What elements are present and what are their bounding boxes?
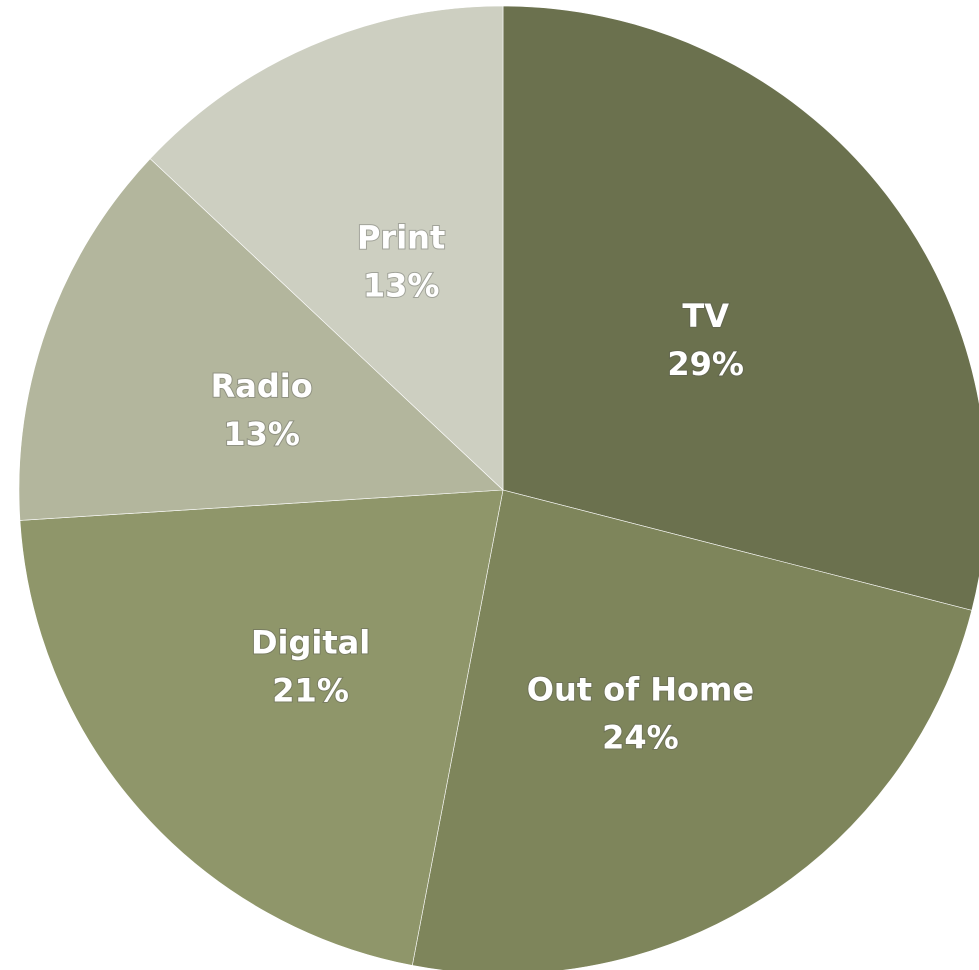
slice-value-digital: 21% bbox=[272, 672, 349, 710]
slice-label-out-of-home: Out of Home bbox=[527, 671, 754, 709]
slice-label-tv: TV bbox=[682, 297, 729, 335]
slice-label-radio: Radio bbox=[211, 367, 313, 405]
slice-value-tv: 29% bbox=[667, 345, 744, 383]
slice-value-print: 13% bbox=[363, 267, 440, 305]
pie-slice-tv bbox=[502, 5, 979, 611]
pie-slice-radio bbox=[18, 158, 504, 521]
slice-label-digital: Digital bbox=[251, 624, 370, 662]
slice-value-out-of-home: 24% bbox=[602, 719, 679, 757]
pie-labels: TV 29% Out of Home 24% Digital 21% Radio 13% Pri… bbox=[210, 218, 755, 758]
slice-label-print: Print bbox=[357, 219, 445, 257]
pie-slice-print bbox=[149, 5, 504, 491]
pie-slice-out-of-home bbox=[411, 489, 973, 970]
pie-slices bbox=[18, 5, 979, 970]
slice-value-radio: 13% bbox=[223, 415, 300, 453]
pie-slice-digital bbox=[19, 489, 504, 966]
